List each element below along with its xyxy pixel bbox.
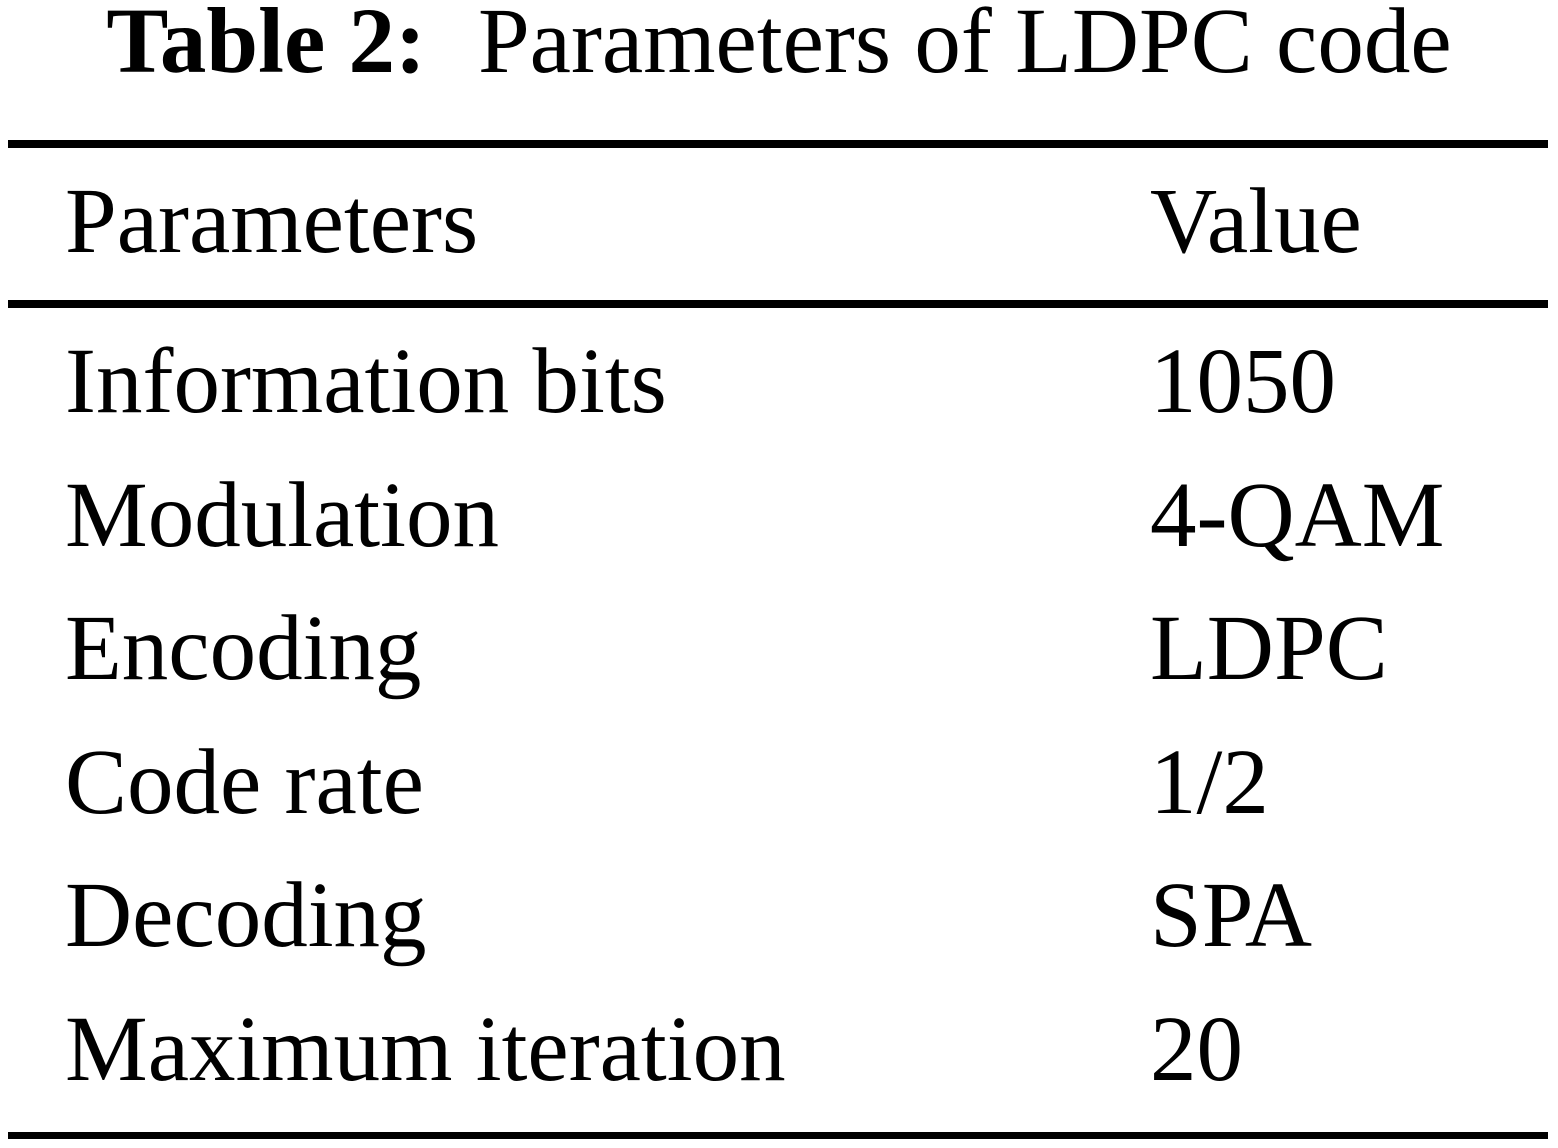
row-parameter: Maximum iteration xyxy=(65,997,786,1101)
table-row: Maximum iteration 20 xyxy=(0,983,1558,1117)
row-parameter: Modulation xyxy=(65,463,499,567)
column-header-value: Value xyxy=(1150,170,1362,273)
caption-label: Table 2: xyxy=(106,0,426,93)
caption-text: Parameters of LDPC code xyxy=(477,0,1452,93)
table-row: Modulation 4-QAM xyxy=(0,449,1558,583)
row-parameter: Decoding xyxy=(65,864,427,968)
table-row: Encoding LDPC xyxy=(0,582,1558,716)
table-header-row: Parameters Value xyxy=(0,146,1558,298)
table-body: Information bits 1050 Modulation 4-QAM E… xyxy=(0,315,1558,1117)
top-rule xyxy=(8,140,1548,148)
row-parameter: Code rate xyxy=(65,730,424,834)
row-value: LDPC xyxy=(1150,597,1388,701)
table-caption: Table 2: Parameters of LDPC code xyxy=(0,0,1558,94)
table-row: Decoding SPA xyxy=(0,849,1558,983)
row-parameter: Information bits xyxy=(65,330,667,433)
row-value: SPA xyxy=(1150,864,1313,968)
bottom-rule xyxy=(8,1132,1548,1139)
row-value: 1050 xyxy=(1150,330,1336,433)
header-rule xyxy=(8,300,1548,308)
row-value: 4-QAM xyxy=(1150,463,1445,567)
row-value: 1/2 xyxy=(1150,730,1269,834)
row-value: 20 xyxy=(1150,997,1243,1101)
row-parameter: Encoding xyxy=(65,597,422,701)
column-header-parameters: Parameters xyxy=(65,170,479,273)
table-row: Code rate 1/2 xyxy=(0,716,1558,850)
table-row: Information bits 1050 xyxy=(0,315,1558,449)
